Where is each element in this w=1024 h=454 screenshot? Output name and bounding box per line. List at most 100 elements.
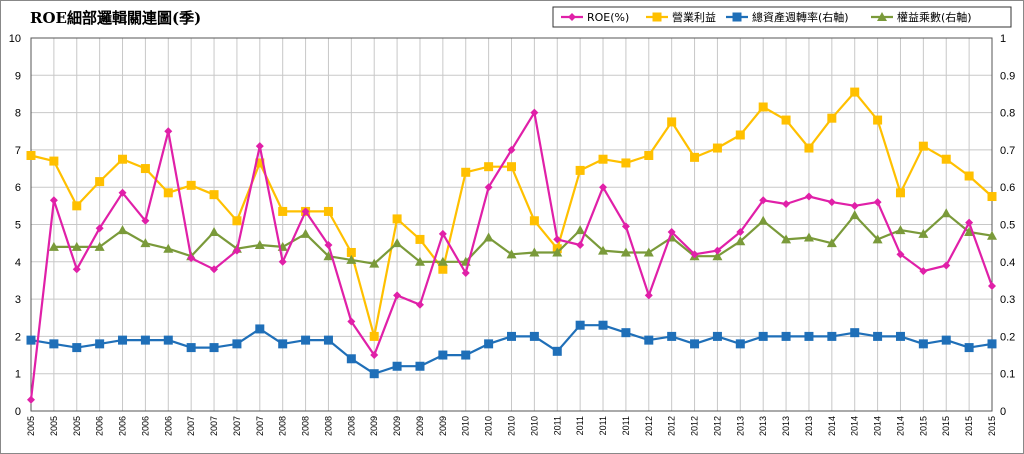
legend-marker — [877, 12, 887, 21]
data-point — [507, 162, 516, 172]
data-point — [690, 339, 700, 349]
x-tick-label: 2010 — [484, 416, 494, 436]
data-point — [324, 241, 333, 250]
y-right-tick-label: 0.2 — [1000, 331, 1015, 343]
data-point — [483, 232, 494, 242]
data-point — [988, 282, 996, 291]
data-point — [347, 317, 356, 326]
x-tick-label: 2011 — [552, 416, 562, 435]
y-left-tick-label: 5 — [15, 220, 21, 232]
data-point — [987, 230, 997, 240]
data-point — [895, 225, 906, 235]
data-point — [186, 343, 196, 353]
data-point — [919, 267, 928, 276]
data-point — [346, 254, 357, 264]
legend-item[interactable]: 總資產週轉率(右軸) — [726, 10, 849, 24]
y-right-tick-label: 1 — [1000, 33, 1006, 45]
x-tick-label: 2015 — [987, 416, 997, 436]
data-point — [140, 238, 151, 248]
x-tick-label: 2010 — [507, 416, 517, 436]
data-point — [827, 198, 836, 207]
data-point — [392, 214, 402, 224]
legend-label: ROE(%) — [587, 11, 629, 24]
y-left-tick-label: 8 — [15, 108, 21, 120]
y-left-tick-label: 1 — [15, 369, 21, 381]
legend[interactable]: ROE(%) 營業利益 總資產週轉率(右軸) 權益乘數(右軸) — [552, 6, 1012, 28]
x-tick-label: 2006 — [140, 416, 150, 436]
legend-item[interactable]: ROE(%) — [561, 11, 629, 24]
data-point — [827, 331, 837, 341]
data-point — [255, 158, 265, 168]
data-point — [164, 127, 173, 136]
data-point — [575, 165, 585, 175]
data-point — [72, 201, 82, 211]
data-point — [140, 335, 150, 345]
data-point — [393, 291, 402, 300]
data-point — [895, 188, 905, 198]
data-point — [804, 143, 814, 153]
x-tick-label: 2009 — [392, 416, 402, 436]
legend-marker — [732, 12, 742, 22]
data-point — [667, 227, 676, 236]
data-point — [667, 117, 677, 127]
data-point — [690, 250, 699, 259]
data-point — [667, 331, 677, 341]
x-tick-label: 2005 — [72, 416, 82, 436]
data-point — [369, 258, 380, 268]
y-right-tick-label: 0.4 — [1000, 257, 1015, 269]
data-point — [438, 264, 448, 274]
x-tick-label: 2013 — [804, 416, 814, 436]
x-tick-label: 2015 — [964, 416, 974, 436]
data-point — [461, 268, 470, 277]
data-point — [803, 232, 814, 242]
data-point — [872, 234, 883, 244]
x-tick-label: 2014 — [895, 416, 905, 436]
series-0 — [27, 108, 996, 404]
data-point — [255, 142, 264, 151]
data-point — [94, 241, 105, 251]
data-point — [26, 150, 36, 160]
legend-item[interactable]: 營業利益 — [646, 10, 716, 24]
data-point — [71, 241, 82, 251]
data-point — [392, 361, 402, 371]
series-line — [53, 212, 993, 265]
data-point — [598, 245, 609, 255]
x-tick-label: 2007 — [209, 416, 219, 436]
data-point — [964, 171, 974, 181]
data-point — [599, 183, 608, 192]
data-point — [918, 339, 928, 349]
data-point — [598, 320, 608, 330]
data-point — [621, 158, 631, 168]
x-tick-label: 2012 — [667, 416, 677, 436]
x-tick-label: 2008 — [301, 416, 311, 436]
data-point — [644, 150, 654, 160]
data-point — [690, 152, 700, 162]
data-point — [49, 156, 59, 166]
data-point — [758, 102, 768, 112]
data-point — [415, 361, 425, 371]
y-left-tick-label: 3 — [15, 294, 21, 306]
data-point — [781, 115, 791, 125]
data-point — [300, 228, 311, 238]
data-point — [896, 250, 905, 259]
x-tick-label: 2007 — [232, 416, 242, 436]
data-point — [437, 256, 448, 266]
data-point — [232, 339, 242, 349]
y-left-tick-label: 4 — [15, 257, 21, 269]
legend-item[interactable]: 權益乘數(右軸) — [871, 10, 972, 24]
y-left-tick-label: 7 — [15, 145, 21, 157]
data-point — [484, 162, 494, 172]
data-point — [553, 235, 562, 244]
data-point — [736, 227, 745, 236]
data-point — [254, 240, 265, 250]
x-tick-label: 2008 — [346, 416, 356, 436]
data-point — [117, 225, 128, 235]
data-point — [941, 208, 952, 218]
x-tick-label: 2014 — [873, 416, 883, 436]
legend-label: 營業利益 — [672, 10, 716, 24]
data-point — [598, 154, 608, 164]
x-tick-label: 2011 — [621, 416, 631, 435]
x-tick-label: 2015 — [941, 416, 951, 436]
data-point — [850, 87, 860, 97]
